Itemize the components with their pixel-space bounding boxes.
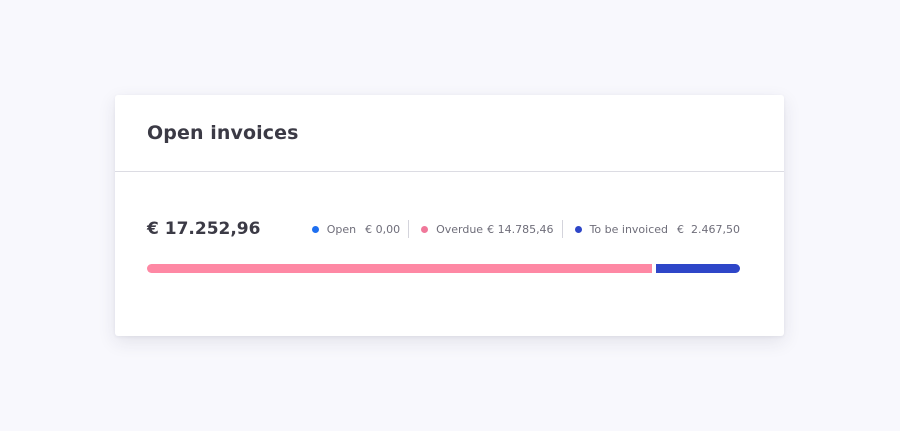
open-invoices-card: Open invoices € 17.252,96 Open € 0,00 Ov… <box>115 95 784 336</box>
invoice-progress-bar <box>147 264 740 273</box>
open-dot-icon <box>311 225 319 233</box>
card-title: Open invoices <box>147 122 299 144</box>
legend: Open € 0,00 Overdue € 14.785,46 To be in… <box>311 220 740 238</box>
overdue-bar-segment <box>147 264 652 273</box>
legend-label-open: Open <box>326 222 357 236</box>
legend-value-open: € 0,00 <box>365 222 401 236</box>
overdue-dot-icon <box>421 225 429 233</box>
legend-label-to-be-invoiced: To be invoiced <box>589 222 669 236</box>
legend-divider <box>408 220 410 238</box>
to-be-invoiced-bar-segment <box>656 264 740 273</box>
legend-value-overdue: € 14.785,46 <box>487 222 554 236</box>
legend-value-to-be-invoiced: € 2.467,50 <box>677 222 740 236</box>
legend-item-open: Open € 0,00 <box>311 222 401 236</box>
card-header: Open invoices <box>115 95 784 172</box>
to-be-invoiced-dot-icon <box>574 225 582 233</box>
legend-label-overdue: Overdue <box>436 222 484 236</box>
legend-divider <box>561 220 563 238</box>
legend-item-to-be-invoiced: To be invoiced € 2.467,50 <box>574 222 740 236</box>
total-amount: € 17.252,96 <box>147 219 261 239</box>
summary-row: € 17.252,96 Open € 0,00 Overdue € 14.785… <box>147 219 740 239</box>
legend-item-overdue: Overdue € 14.785,46 <box>421 222 554 236</box>
